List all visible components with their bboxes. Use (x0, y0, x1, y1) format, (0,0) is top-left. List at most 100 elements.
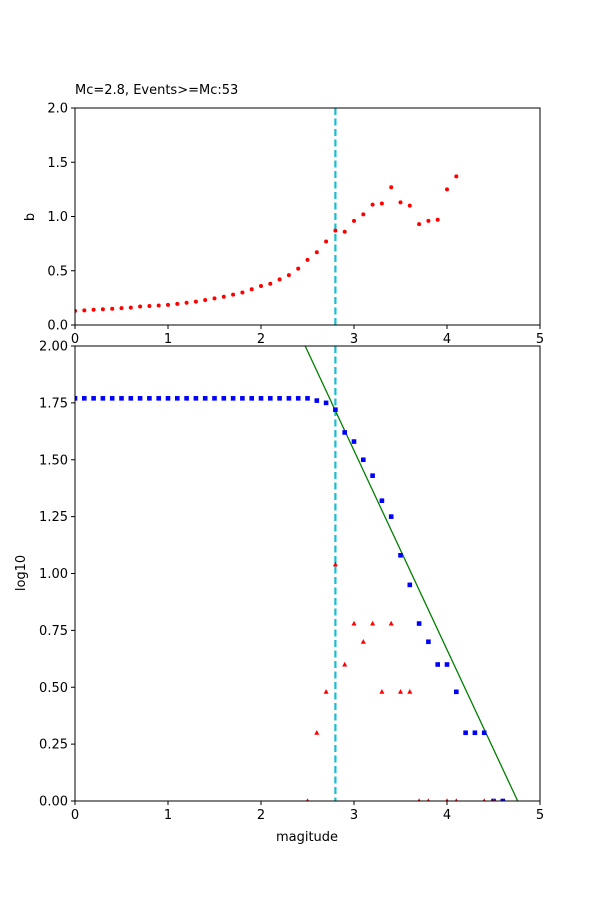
top-series0-point (277, 277, 282, 282)
top-series0-point (370, 202, 375, 207)
bottom-series1-point (398, 689, 403, 694)
bottom-series0-point (481, 730, 487, 736)
bottom-series0-point (109, 396, 115, 401)
bottom-series1-point (332, 561, 338, 567)
top-series0-point (426, 218, 431, 223)
top-ytick-label: 0.5 (47, 264, 68, 279)
top-series0-point (91, 307, 96, 312)
bottom-series1-point (482, 798, 486, 801)
bottom-series0-point (342, 430, 347, 435)
top-series0-point (138, 304, 143, 309)
bottom-series1-point (454, 798, 458, 801)
bottom-series1-point (426, 798, 430, 801)
bottom-ytick-label: 1.50 (39, 453, 68, 468)
bottom-series1-point (323, 689, 329, 694)
bottom-xtick-label: 2 (257, 808, 265, 823)
bottom-series0-point (295, 396, 301, 401)
bottom-ytick-label: 0.75 (39, 624, 68, 639)
bottom-series0-point (147, 396, 152, 401)
bottom-series1-point (492, 798, 495, 801)
bottom-series0-point (119, 396, 124, 401)
top-series0-point (240, 290, 245, 295)
bottom-series1-point (342, 661, 348, 667)
top-series0-point (333, 228, 338, 233)
bottom-series1-point (314, 729, 320, 735)
bottom-series0-point (128, 396, 134, 401)
bottom-ytick-label: 1.75 (39, 396, 68, 411)
bottom-series0-point (82, 396, 87, 401)
bottom-series1-point (370, 620, 376, 626)
bottom-series0-point (305, 396, 310, 401)
top-series0-point (435, 217, 440, 222)
top-series0-point (454, 174, 459, 179)
bottom-series0-point (156, 396, 161, 401)
bottom-series0-point (435, 662, 440, 667)
top-panel-ylabel: b (23, 213, 38, 221)
top-series0-point (352, 218, 356, 223)
bottom-xtick-label: 3 (350, 808, 358, 823)
top-xtick-label: 1 (164, 332, 172, 347)
top-series0-point (389, 185, 394, 190)
top-xtick-label: 2 (257, 332, 265, 347)
top-series0-point (212, 296, 217, 301)
top-series0-point (286, 273, 291, 278)
bottom-series0-point (268, 396, 273, 401)
top-series0-point (221, 294, 226, 299)
bottom-series1-point (360, 638, 366, 644)
top-series0-point (324, 239, 329, 244)
bottom-series0-point (221, 396, 227, 401)
top-series0-point (110, 306, 115, 311)
bottom-ytick-label: 0.50 (39, 681, 68, 696)
bottom-plot-area (75, 346, 519, 801)
top-series0-point (100, 307, 105, 312)
top-panel-title: Mc=2.8, Events>=Mc:53 (75, 83, 238, 98)
top-series0-point (259, 283, 263, 288)
bottom-series1-point (379, 689, 385, 694)
bottom-series0-point (165, 396, 171, 401)
bottom-ytick-label: 0.25 (39, 738, 68, 753)
top-ytick-label: 1.0 (47, 210, 68, 225)
top-series0-point (249, 287, 254, 292)
bottom-series1-point (306, 798, 309, 801)
bottom-series0-point (184, 396, 189, 401)
top-ytick-label: 1.5 (47, 156, 68, 171)
bottom-series0-point (379, 498, 385, 503)
bottom-xtick-label: 5 (536, 808, 544, 823)
bottom-series0-point (249, 396, 254, 401)
bottom-series0-point (100, 396, 106, 401)
bottom-series0-point (370, 473, 375, 478)
bottom-series0-point (323, 400, 329, 406)
top-series0-point (203, 298, 208, 303)
bottom-series0-point (175, 396, 180, 401)
bottom-fit-line (304, 346, 519, 801)
top-series0-point (268, 281, 273, 286)
bottom-series1-point (388, 620, 394, 626)
bottom-series0-point (230, 396, 236, 401)
top-series0-point (445, 187, 449, 192)
bottom-series0-point (463, 730, 468, 736)
bottom-series0-point (444, 662, 450, 667)
top-series0-point (82, 308, 87, 313)
top-ytick-label: 0.0 (47, 319, 68, 334)
top-ytick-label: 2.0 (47, 102, 68, 117)
bottom-series0-point (91, 396, 96, 401)
top-xtick-label: 3 (350, 332, 358, 347)
bottom-series1-point (417, 798, 421, 801)
bottom-ytick-label: 1.25 (39, 510, 68, 525)
bottom-series0-point (407, 582, 413, 588)
bottom-series0-point (351, 439, 357, 444)
bottom-series0-point (388, 514, 394, 519)
bottom-series0-point (277, 396, 282, 401)
top-series0-point (231, 292, 236, 297)
bottom-xtick-label: 0 (71, 808, 79, 823)
top-series0-point (342, 229, 347, 234)
bottom-series0-point (472, 730, 478, 736)
bottom-series0-point (398, 553, 403, 558)
bottom-panel-log10: log10 magitude 0 1 2 3 4 5 0.00 0.25 0.50 0.75 1.0… (14, 340, 544, 846)
top-xtick-label: 4 (443, 332, 451, 347)
top-xtick-label: 5 (536, 332, 544, 347)
bottom-series0-point (426, 639, 431, 645)
top-series0-point (175, 301, 180, 306)
